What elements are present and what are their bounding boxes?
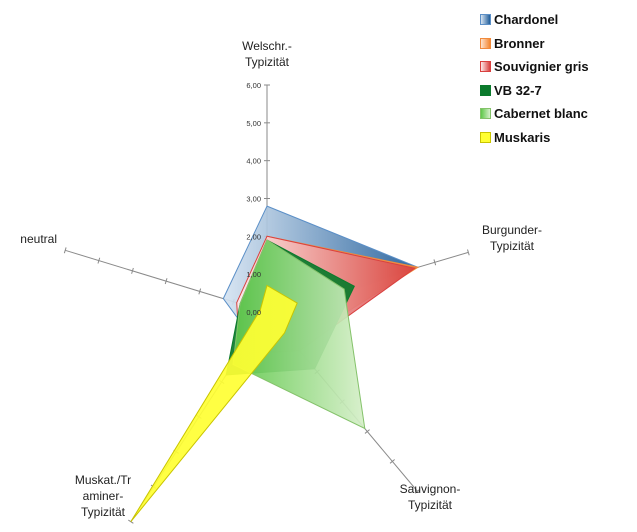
tick-label: 2,00 — [246, 232, 261, 241]
tick-label: 1,00 — [246, 270, 261, 279]
axis-tick-neutral — [164, 278, 168, 285]
legend-swatch — [480, 61, 491, 73]
axis-tick-sauvignon — [364, 429, 370, 434]
axis-tick-burgunder — [433, 259, 437, 266]
tick-label: 4,00 — [246, 157, 261, 166]
axis-title-burgunder: Burgunder-Typizität — [482, 223, 542, 253]
legend-item: Muskaris — [480, 126, 589, 150]
axis-tick-sauvignon — [414, 488, 421, 494]
tick-label: 5,00 — [246, 119, 261, 128]
series-area-cabernet-blanc — [232, 239, 366, 430]
axis-tick-neutral — [131, 267, 134, 274]
tick-label: 6,00 — [246, 81, 261, 90]
axis-tick-burgunder — [467, 249, 470, 256]
axis-title-muskat: Muskat./Tr aminer-Typizität — [75, 473, 131, 519]
axis-tick-neutral — [198, 288, 202, 295]
legend-swatch — [480, 37, 491, 49]
axis-title-neutral: neutral — [20, 232, 57, 246]
series-area-muskaris — [130, 284, 298, 523]
radar-series — [130, 205, 420, 523]
legend-label: Bronner — [494, 35, 545, 51]
legend-label: Souvignier gris — [494, 59, 589, 75]
legend-label: Chardonel — [494, 12, 559, 28]
legend-item: Souvignier gris — [480, 55, 589, 79]
tick-label: 0,00 — [246, 308, 261, 317]
axis-tick-neutral — [97, 257, 101, 264]
legend-item: Chardonel — [480, 8, 589, 32]
axis-title-sauvignon: Sauvignon-Typizität — [400, 482, 461, 512]
legend-swatch — [480, 108, 491, 120]
tick-label: 3,00 — [246, 195, 261, 204]
legend-swatch — [480, 84, 491, 96]
legend-swatch — [480, 14, 491, 26]
axis-title-welschr: Welschr.-Typizität — [242, 39, 292, 69]
legend-label: Muskaris — [494, 129, 551, 145]
legend-item: Bronner — [480, 32, 589, 56]
legend-label: Cabernet blanc — [494, 106, 588, 122]
legend-label: VB 32-7 — [494, 82, 542, 98]
legend-swatch — [480, 131, 491, 143]
axis-tick-neutral — [63, 247, 67, 254]
legend-item: VB 32-7 — [480, 79, 589, 103]
radar-labels: 0,00 1,00 2,00 3,00 4,00 5,00 6,00 Welschr.-Typ… — [20, 39, 542, 519]
legend-item: Cabernet blanc — [480, 102, 589, 126]
chart-legend: Chardonel Bronner Souvignier gris VB 32-7 Ca… — [480, 8, 589, 149]
axis-tick-sauvignon — [389, 459, 395, 464]
